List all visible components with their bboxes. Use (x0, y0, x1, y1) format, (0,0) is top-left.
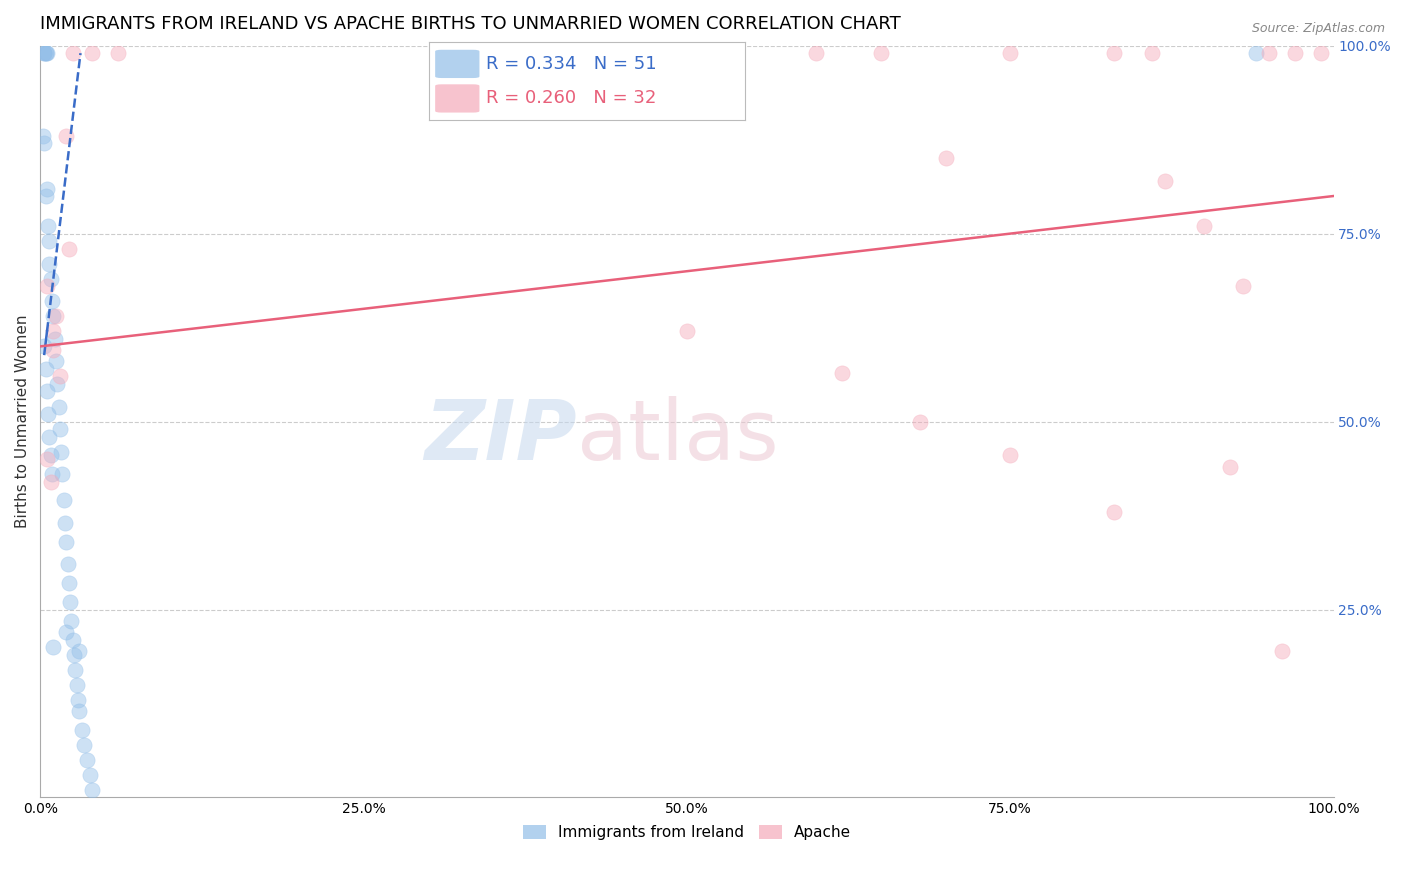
Point (1271, 644, 1294, 658)
Point (65, 663, 87, 677)
Point (42, 343, 65, 358)
Point (66, 692, 89, 706)
Point (1257, 46, 1279, 61)
Legend: Immigrants from Ireland, Apache: Immigrants from Ireland, Apache (516, 819, 858, 847)
Point (70, 723, 93, 737)
Point (1102, 505, 1125, 519)
Point (67, 644, 90, 658)
Point (41, 294, 63, 309)
Point (55, 128, 77, 143)
Point (34, 46, 56, 61)
Point (67, 704, 90, 718)
Point (1284, 46, 1306, 61)
Point (49, 422, 72, 436)
FancyBboxPatch shape (436, 50, 479, 78)
Point (39, 271, 62, 285)
Point (35, 279, 58, 293)
Point (34, 46, 56, 61)
Point (37, 219, 59, 233)
Point (45, 310, 67, 324)
Point (1232, 279, 1254, 293)
Point (34, 189, 56, 203)
Point (59, 595, 82, 609)
Point (1000, 449, 1022, 463)
Point (58, 242, 80, 256)
Text: Source: ZipAtlas.com: Source: ZipAtlas.com (1251, 22, 1385, 36)
Point (34, 136, 56, 151)
Point (1000, 46, 1022, 61)
Point (55, 625, 77, 640)
Point (52, 493, 75, 508)
Point (1244, 46, 1267, 61)
Point (870, 46, 893, 61)
Text: IMMIGRANTS FROM IRELAND VS APACHE BIRTHS TO UNMARRIED WOMEN CORRELATION CHART: IMMIGRANTS FROM IRELAND VS APACHE BIRTHS… (41, 15, 901, 33)
Point (42, 640, 65, 654)
Point (35, 181, 58, 195)
Point (73, 738, 96, 752)
Point (39, 449, 62, 463)
FancyBboxPatch shape (436, 85, 479, 112)
Point (38, 257, 60, 271)
Point (51, 467, 73, 482)
Point (38, 234, 60, 248)
Point (46, 376, 69, 391)
Point (1192, 219, 1215, 233)
Point (676, 46, 699, 61)
Point (107, 46, 129, 61)
Point (34, 46, 56, 61)
Point (44, 332, 66, 346)
Point (42, 310, 65, 324)
Point (32, 128, 55, 143)
Point (82, 783, 104, 797)
Point (35, 452, 58, 467)
Text: atlas: atlas (576, 396, 779, 477)
Point (34, 362, 56, 376)
Point (908, 415, 931, 429)
Point (35, 46, 58, 61)
Point (65, 678, 87, 692)
Point (34, 46, 56, 61)
Point (35, 384, 58, 399)
Point (806, 46, 828, 61)
Point (38, 429, 60, 443)
Point (79, 768, 101, 782)
Text: R = 0.260   N = 32: R = 0.260 N = 32 (486, 89, 657, 107)
Point (82, 46, 104, 61)
Point (48, 400, 70, 414)
Point (676, 324, 699, 338)
Point (1219, 459, 1241, 474)
Text: ZIP: ZIP (425, 396, 576, 477)
Point (41, 467, 63, 482)
Point (37, 407, 59, 421)
Point (1142, 46, 1164, 61)
Point (42, 324, 65, 338)
Point (63, 648, 86, 662)
Point (45, 354, 67, 368)
Point (1309, 46, 1331, 61)
Point (49, 369, 72, 384)
Point (1154, 174, 1177, 188)
Text: R = 0.334   N = 51: R = 0.334 N = 51 (486, 55, 657, 73)
Point (39, 475, 62, 489)
Point (55, 534, 77, 549)
Point (1102, 46, 1125, 61)
Point (34, 339, 56, 353)
Point (76, 753, 98, 767)
Y-axis label: Births to Unmarried Women: Births to Unmarried Women (15, 315, 30, 528)
Point (60, 614, 83, 628)
Point (935, 152, 957, 166)
Point (62, 46, 84, 61)
Point (62, 632, 84, 647)
Point (56, 558, 79, 572)
Point (58, 576, 80, 591)
Point (53, 516, 76, 530)
Point (831, 366, 853, 380)
Point (49, 444, 72, 458)
